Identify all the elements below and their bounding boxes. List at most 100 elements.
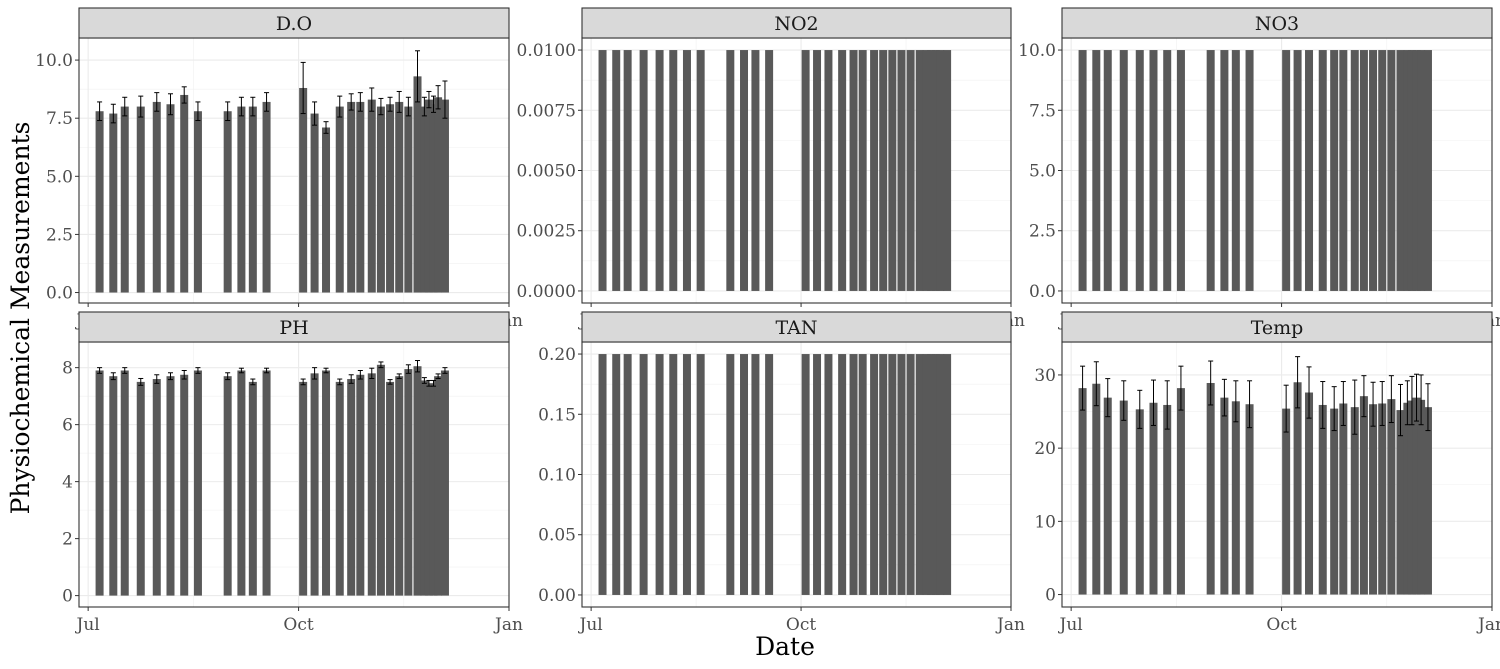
bar <box>1220 397 1229 595</box>
bar <box>1103 397 1112 595</box>
bar <box>223 111 232 293</box>
bar <box>347 379 356 596</box>
x-axis-title: Date <box>755 632 815 661</box>
bar <box>1135 409 1144 595</box>
bar <box>824 50 833 291</box>
bar <box>655 50 664 291</box>
bar <box>434 376 443 596</box>
strip-label: Temp <box>1251 317 1304 339</box>
y-tick-label: 0.00 <box>538 586 576 606</box>
bar <box>849 50 858 291</box>
panel-do: 0.02.55.07.510.0JulOctJanD.O <box>35 7 523 331</box>
y-tick-label: 0.0025 <box>517 222 576 242</box>
bar <box>424 383 433 596</box>
bar <box>1206 50 1215 291</box>
bar <box>376 364 385 596</box>
bar <box>434 97 443 293</box>
bar <box>1403 402 1412 595</box>
bar <box>180 94 189 293</box>
bar <box>1135 50 1144 291</box>
bar <box>166 104 175 293</box>
bar <box>897 354 906 595</box>
bar <box>1318 404 1327 595</box>
y-tick-label: 0.0000 <box>517 282 576 302</box>
strip-label: PH <box>279 317 308 339</box>
bar <box>420 380 429 596</box>
bar <box>765 354 774 595</box>
bar <box>1412 397 1421 595</box>
bar <box>299 87 308 293</box>
strip-label: NO2 <box>774 13 818 35</box>
bar <box>1176 388 1185 595</box>
y-tick-label: 7.5 <box>1029 101 1056 121</box>
bar <box>335 106 344 293</box>
bar <box>440 370 449 596</box>
bar <box>1350 407 1359 595</box>
bar <box>136 381 145 596</box>
bar <box>888 50 897 291</box>
bar <box>1092 50 1101 291</box>
bar <box>623 354 632 595</box>
y-axis-title: Physiochemical Measurements <box>6 122 35 515</box>
bar <box>612 354 621 595</box>
bar <box>1417 399 1426 595</box>
bar <box>1378 403 1387 595</box>
bar <box>879 50 888 291</box>
bar <box>838 354 847 595</box>
bar <box>376 106 385 293</box>
bar <box>420 106 429 293</box>
bar <box>1350 50 1359 291</box>
y-tick-label: 10 <box>1034 512 1056 532</box>
bar <box>696 354 705 595</box>
bar <box>322 127 331 293</box>
bar <box>1149 402 1158 595</box>
y-tick-label: 20 <box>1034 439 1056 459</box>
bar <box>95 370 104 596</box>
bar <box>248 381 257 596</box>
y-tick-label: 0.0075 <box>517 101 576 121</box>
y-tick-label: 7.5 <box>46 109 73 129</box>
bar <box>813 50 822 291</box>
bar <box>639 50 648 291</box>
bar <box>166 376 175 596</box>
bar <box>927 354 936 595</box>
bar <box>356 374 365 596</box>
bar <box>1282 408 1291 595</box>
y-tick-label: 2.5 <box>46 225 73 245</box>
bar <box>922 354 931 595</box>
bar <box>751 50 760 291</box>
strip-label: D.O <box>276 13 312 35</box>
bar <box>931 50 940 291</box>
bar <box>915 50 924 291</box>
y-tick-label: 0.20 <box>538 345 576 365</box>
y-tick-label: 30 <box>1034 366 1056 386</box>
bar <box>180 374 189 596</box>
bar <box>726 354 735 595</box>
panel-tan: 0.00 0.05 0.10 0.15 0.20 Jul Oct Jan TAN <box>538 311 1025 635</box>
bar <box>152 379 161 596</box>
bar <box>1305 50 1314 291</box>
bar <box>404 106 413 293</box>
bar <box>429 383 438 596</box>
bar <box>237 106 246 293</box>
strip-label: TAN <box>776 317 818 339</box>
bar <box>1407 400 1416 595</box>
bar <box>356 101 365 293</box>
bar <box>120 106 129 293</box>
bar <box>424 99 433 293</box>
x-tick-label: Jul <box>578 615 603 635</box>
bar <box>347 101 356 293</box>
x-tick-label: Oct <box>1266 615 1296 635</box>
bar <box>1339 403 1348 595</box>
y-tick-label: 10.0 <box>35 51 73 71</box>
bar <box>870 354 879 595</box>
bar <box>751 354 760 595</box>
y-tick-label: 0 <box>1045 586 1056 606</box>
bar <box>740 50 749 291</box>
strip-background <box>581 311 1012 343</box>
bar <box>879 354 888 595</box>
bar <box>1119 50 1128 291</box>
bar <box>669 354 678 595</box>
bar <box>109 376 118 596</box>
y-tick-label: 10.0 <box>1018 41 1056 61</box>
